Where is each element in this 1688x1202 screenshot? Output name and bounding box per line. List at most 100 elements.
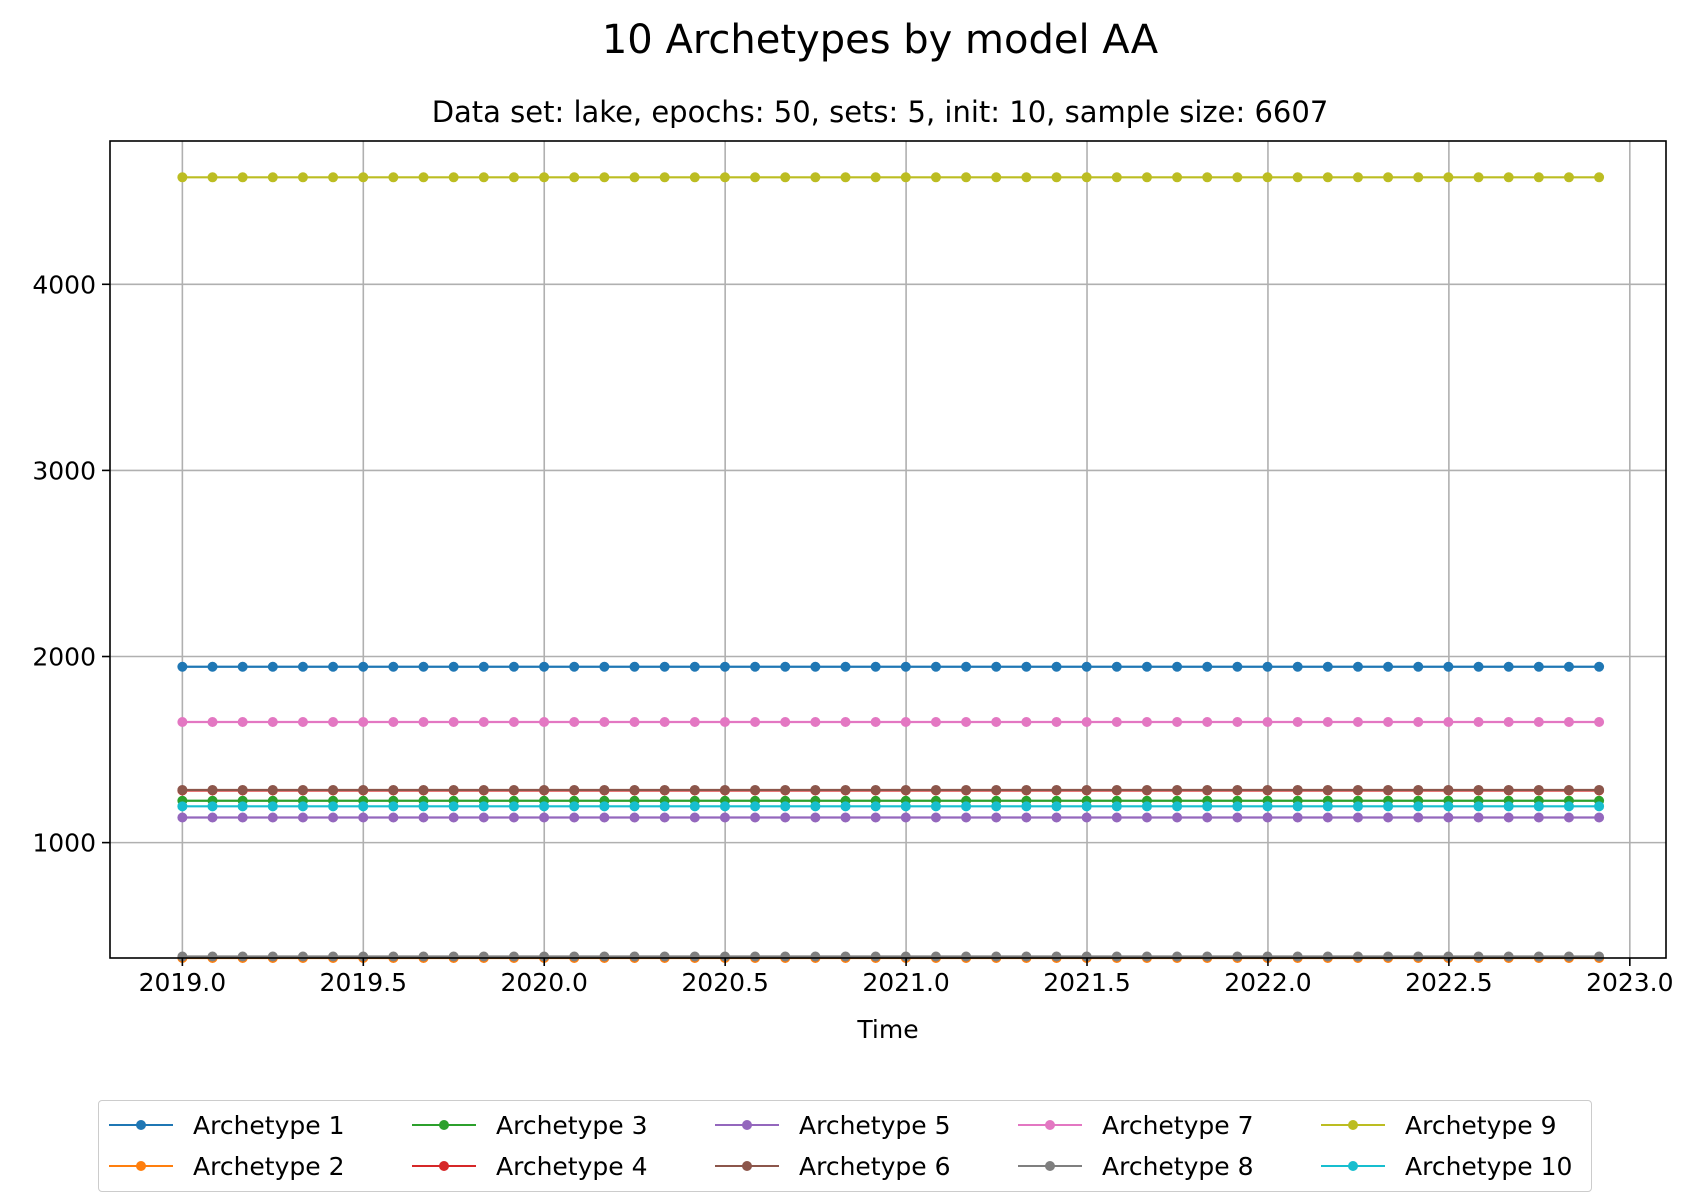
data-point [478, 717, 489, 728]
data-point [1172, 784, 1183, 795]
data-point [508, 717, 519, 728]
data-point [267, 172, 278, 183]
data-point [1141, 951, 1152, 962]
data-point [840, 784, 851, 795]
legend-label: Archetype 9 [1405, 1110, 1557, 1140]
data-point [1322, 951, 1333, 962]
data-point [358, 812, 369, 823]
data-point [870, 812, 881, 823]
data-point [780, 951, 791, 962]
data-point [599, 784, 610, 795]
data-point [1352, 717, 1363, 728]
data-point [328, 717, 339, 728]
data-point [1533, 801, 1544, 812]
data-point [1081, 951, 1092, 962]
data-point [358, 784, 369, 795]
data-point [1322, 801, 1333, 812]
data-point [900, 661, 911, 672]
data-point [328, 801, 339, 812]
data-point [719, 951, 730, 962]
data-point [1081, 812, 1092, 823]
data-point [448, 717, 459, 728]
legend-item: Archetype 2 [109, 1146, 345, 1186]
data-point [569, 172, 580, 183]
data-point [1594, 784, 1605, 795]
data-point [1292, 661, 1303, 672]
data-point [1594, 812, 1605, 823]
data-point [1021, 784, 1032, 795]
data-point [1232, 172, 1243, 183]
data-point [750, 801, 761, 812]
data-point [1322, 661, 1333, 672]
y-tick-label: 3000 [32, 456, 96, 485]
data-point [991, 784, 1002, 795]
data-point [1262, 717, 1273, 728]
data-point [659, 784, 670, 795]
legend-item: Archetype 1 [109, 1105, 345, 1145]
data-point [810, 812, 821, 823]
legend-label: Archetype 5 [799, 1110, 951, 1140]
legend-swatch [109, 1156, 173, 1176]
x-tick-label: 2020.5 [681, 968, 768, 997]
series-archetype-8 [177, 951, 1605, 962]
data-point [1021, 661, 1032, 672]
legend-swatch [715, 1156, 779, 1176]
data-point [629, 784, 640, 795]
data-point [569, 717, 580, 728]
data-point [177, 812, 188, 823]
y-tick-label: 1000 [32, 829, 96, 858]
data-point [1563, 784, 1574, 795]
data-point [840, 951, 851, 962]
data-point [991, 801, 1002, 812]
data-point [689, 951, 700, 962]
data-point [1473, 717, 1484, 728]
data-point [810, 801, 821, 812]
data-point [1443, 172, 1454, 183]
legend-swatch [1018, 1156, 1082, 1176]
data-point [448, 812, 459, 823]
data-point [991, 172, 1002, 183]
data-point [930, 717, 941, 728]
series-archetype-10 [177, 801, 1605, 812]
data-point [870, 661, 881, 672]
data-point [1292, 801, 1303, 812]
y-axis: 1000 2000 3000 4000 [32, 270, 110, 858]
data-point [1563, 812, 1574, 823]
series-layer [177, 172, 1605, 963]
series-archetype-6 [177, 784, 1605, 795]
data-point [1563, 172, 1574, 183]
data-point [297, 812, 308, 823]
data-point [1262, 172, 1273, 183]
data-point [1473, 661, 1484, 672]
data-point [689, 661, 700, 672]
data-point [629, 661, 640, 672]
data-point [1383, 717, 1394, 728]
data-point [539, 784, 550, 795]
data-point [870, 801, 881, 812]
data-point [1141, 661, 1152, 672]
data-point [1563, 661, 1574, 672]
data-point [1262, 812, 1273, 823]
data-point [237, 172, 248, 183]
y-tick-label: 4000 [32, 270, 96, 299]
data-point [1262, 661, 1273, 672]
data-point [539, 661, 550, 672]
data-point [629, 951, 640, 962]
data-point [1383, 661, 1394, 672]
data-point [267, 801, 278, 812]
data-point [478, 172, 489, 183]
data-point [750, 812, 761, 823]
data-point [1383, 951, 1394, 962]
legend-swatch [109, 1115, 173, 1135]
data-point [930, 951, 941, 962]
data-point [659, 951, 670, 962]
data-point [1172, 951, 1183, 962]
data-point [599, 717, 610, 728]
data-point [448, 784, 459, 795]
data-point [1594, 717, 1605, 728]
data-point [1141, 172, 1152, 183]
data-point [177, 784, 188, 795]
data-point [328, 172, 339, 183]
data-point [1051, 717, 1062, 728]
data-point [358, 661, 369, 672]
